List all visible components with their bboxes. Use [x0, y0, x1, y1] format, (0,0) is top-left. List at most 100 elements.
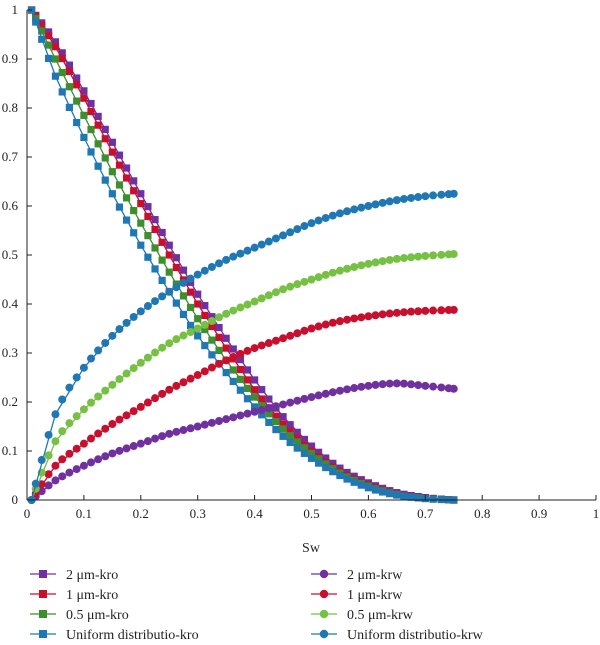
data-point	[229, 345, 237, 353]
x-tick-label: 0.5	[303, 506, 319, 521]
data-point	[279, 334, 288, 343]
data-point	[407, 493, 415, 501]
data-point	[257, 240, 266, 249]
data-point	[186, 321, 195, 329]
data-point	[73, 81, 81, 89]
data-point	[343, 264, 352, 273]
data-point	[38, 21, 46, 29]
data-point	[79, 439, 88, 448]
data-point	[236, 411, 245, 420]
data-point	[58, 427, 67, 436]
data-point	[328, 318, 337, 327]
data-point	[179, 292, 188, 300]
data-point	[94, 112, 102, 121]
data-point	[386, 490, 394, 498]
data-point	[378, 257, 387, 266]
data-point	[215, 259, 224, 268]
data-point	[186, 328, 195, 337]
legend-marker	[39, 570, 47, 578]
data-point	[136, 307, 145, 316]
data-point	[243, 366, 252, 374]
data-point	[222, 415, 231, 424]
data-point	[101, 135, 109, 143]
data-point	[172, 263, 180, 272]
data-point	[449, 250, 458, 259]
data-point	[200, 367, 209, 376]
data-point	[414, 381, 423, 390]
data-point	[307, 393, 316, 402]
data-point	[186, 274, 195, 283]
data-point	[421, 251, 430, 260]
data-point	[44, 451, 53, 460]
data-point	[271, 234, 280, 243]
data-point	[143, 353, 152, 362]
data-point	[80, 111, 88, 119]
series-5	[27, 305, 458, 504]
data-point	[151, 434, 160, 443]
data-point	[44, 41, 53, 49]
legend-item: 0.5 μm-kro	[30, 608, 129, 623]
data-point	[429, 382, 438, 391]
data-point	[65, 419, 74, 428]
data-point	[79, 461, 88, 470]
data-point	[158, 228, 166, 237]
data-point	[73, 118, 81, 127]
x-tick-label: 0.9	[531, 506, 547, 521]
data-point	[251, 386, 259, 394]
data-point	[51, 38, 60, 46]
data-point	[94, 162, 102, 170]
data-point	[250, 297, 259, 306]
data-point	[87, 148, 95, 156]
data-point	[143, 437, 152, 446]
y-tick-label: 0.9	[2, 51, 18, 66]
data-point	[158, 256, 166, 264]
data-point	[115, 375, 124, 384]
data-point	[293, 428, 301, 436]
data-point	[379, 488, 387, 496]
data-point	[407, 253, 416, 262]
data-point	[51, 43, 60, 51]
x-tick-label: 0.8	[474, 506, 490, 521]
data-point	[143, 302, 152, 311]
data-point	[243, 246, 252, 255]
data-point	[151, 225, 159, 234]
data-point	[94, 346, 103, 355]
x-tick-label: 0	[24, 506, 31, 521]
data-point	[108, 168, 116, 176]
data-point	[265, 418, 273, 426]
data-point	[130, 206, 138, 215]
data-point	[414, 494, 422, 502]
x-tick-label: 0.4	[246, 506, 263, 521]
data-point	[108, 190, 116, 198]
legend-item: 1 μm-kro	[30, 588, 118, 603]
data-point	[137, 190, 145, 198]
data-point	[101, 386, 110, 395]
data-point	[407, 380, 416, 389]
data-point	[94, 429, 103, 438]
data-point	[429, 251, 438, 260]
data-point	[215, 313, 224, 322]
data-point	[80, 133, 88, 141]
data-point	[429, 306, 438, 315]
data-point	[194, 300, 202, 308]
data-point	[286, 421, 294, 429]
data-point	[115, 446, 124, 455]
data-point	[101, 176, 109, 184]
data-point	[65, 67, 73, 76]
data-point	[165, 429, 174, 438]
data-point	[357, 313, 366, 322]
data-point	[243, 409, 252, 418]
data-point	[122, 174, 131, 182]
data-point	[300, 277, 309, 286]
y-tick-label: 0.4	[2, 296, 19, 311]
data-point	[158, 292, 167, 301]
data-point	[144, 232, 152, 240]
data-point	[449, 305, 458, 314]
data-point	[257, 294, 266, 303]
data-point	[236, 349, 245, 358]
data-point	[322, 454, 330, 462]
data-point	[44, 32, 53, 40]
data-point	[364, 202, 373, 210]
data-point	[279, 285, 288, 294]
